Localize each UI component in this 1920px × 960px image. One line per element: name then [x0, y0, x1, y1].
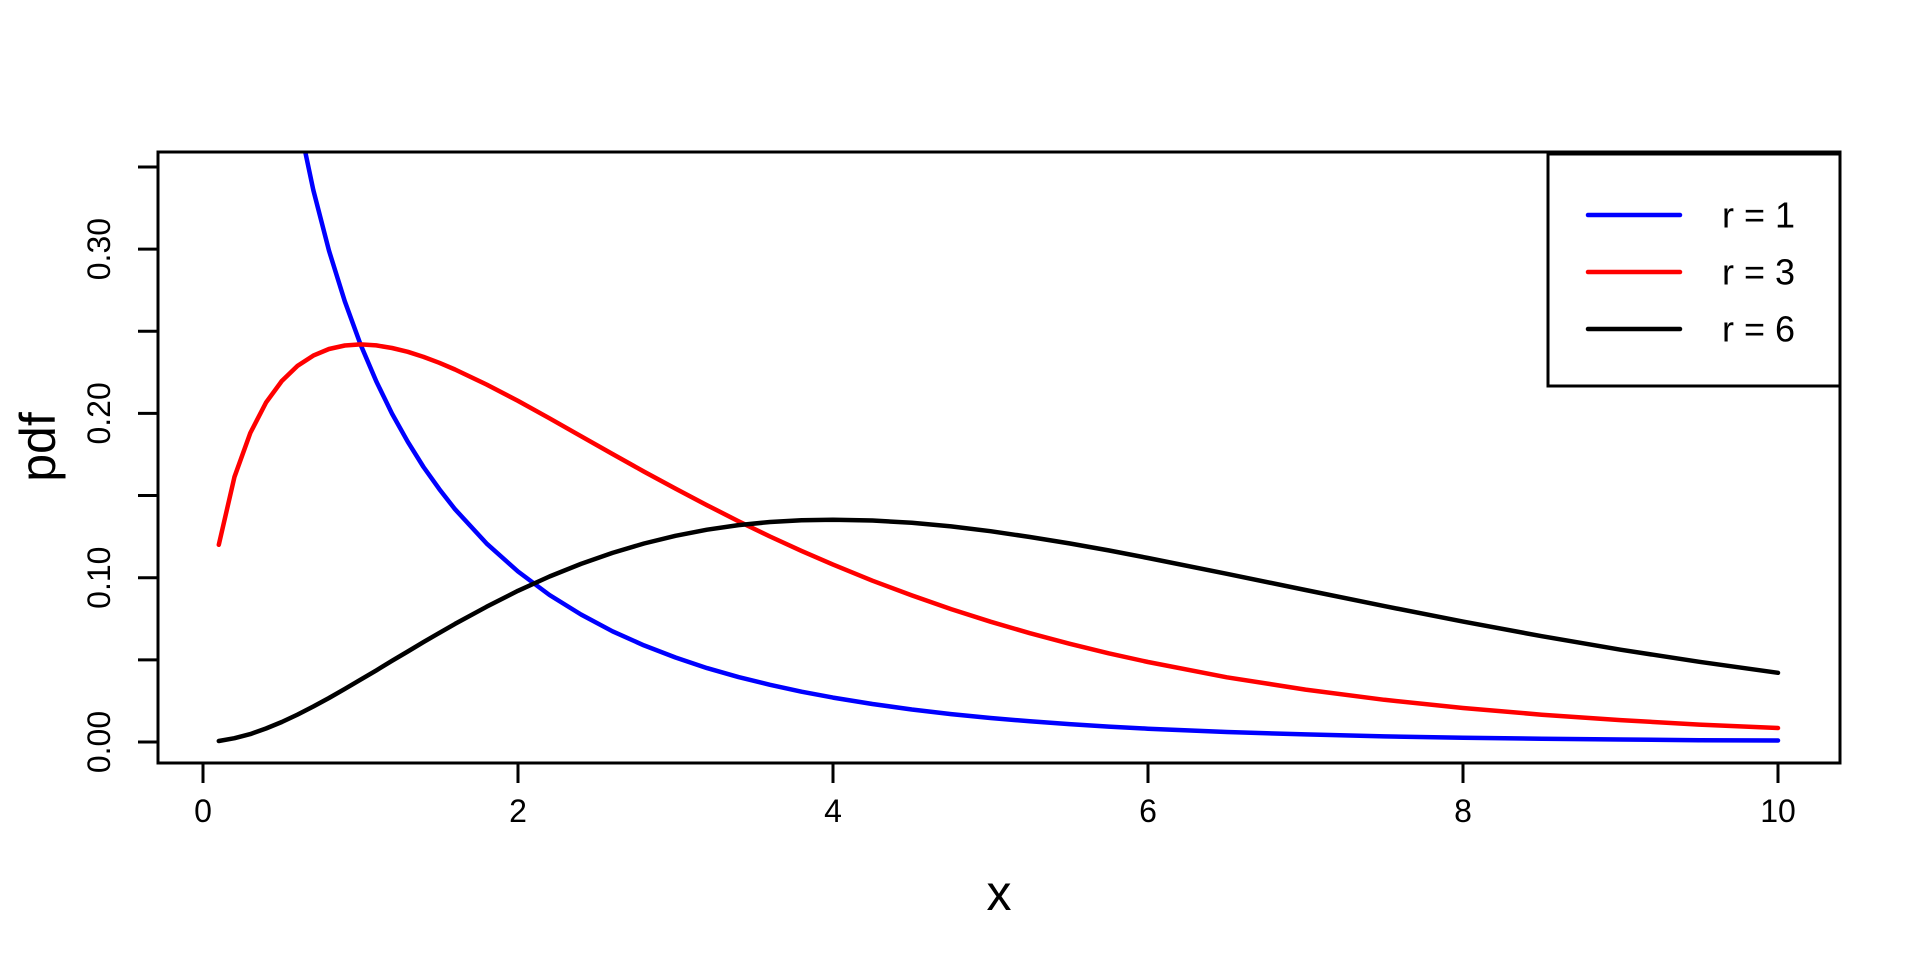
y-axis: 0.00 0.10 0.20 0.30 — [81, 165, 158, 773]
legend-label-r=3: r = 3 — [1722, 252, 1795, 293]
series-line-r=6 — [216, 517, 1781, 744]
y-axis-title: pdf — [10, 412, 66, 482]
x-axis-tick-label: 2 — [509, 793, 527, 829]
x-axis-tick-label: 10 — [1760, 793, 1796, 829]
series-group — [216, 152, 1781, 744]
x-axis-tick-label: 8 — [1454, 793, 1472, 829]
legend-label-r=1: r = 1 — [1722, 195, 1795, 236]
x-axis-tick-label: 4 — [824, 793, 842, 829]
y-axis-tick-label: 0.10 — [81, 547, 117, 609]
x-axis-tick-label: 0 — [194, 793, 212, 829]
series-line-r=1 — [302, 152, 1781, 743]
y-axis-tick-label: 0.20 — [81, 382, 117, 444]
legend-label-r=6: r = 6 — [1722, 309, 1795, 350]
y-axis-tick-label: 0.30 — [81, 218, 117, 280]
y-axis-tick-label: 0.00 — [81, 711, 117, 773]
x-axis-title: x — [986, 865, 1012, 921]
x-axis-tick-label: 6 — [1139, 793, 1157, 829]
x-axis: 0 2 4 6 8 10 — [194, 763, 1796, 829]
legend: r = 1 r = 3 r = 6 — [1546, 152, 1842, 388]
series-line-r=3 — [216, 342, 1781, 731]
plot-box — [156, 150, 1842, 765]
